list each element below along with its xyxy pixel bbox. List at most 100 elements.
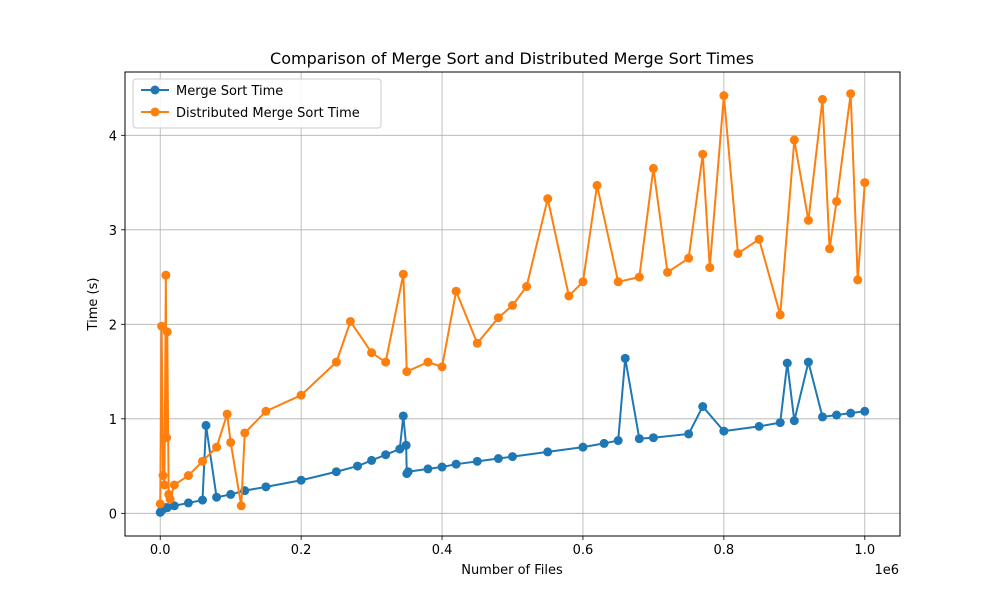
y-tick-label: 4 (109, 129, 117, 144)
x-tick-label: 0.6 (573, 543, 594, 558)
x-tick-label: 0.4 (432, 543, 453, 558)
distributed-merge-sort-point (157, 321, 167, 331)
distributed-merge-sort-point (698, 149, 708, 159)
merge-sort-point (403, 467, 413, 477)
x-axis-offset-label: 1e6 (874, 563, 899, 578)
merge-sort-point (578, 442, 588, 452)
legend-box (132, 78, 382, 129)
merge-sort-point (331, 467, 341, 477)
merge-sort-point (648, 433, 658, 443)
merge-sort-point (437, 462, 447, 472)
distributed-merge-sort-point (169, 480, 179, 490)
distributed-merge-sort-point (803, 215, 813, 225)
merge-sort-point (472, 456, 482, 466)
grid-layer (125, 72, 900, 536)
distributed-merge-sort-point (860, 178, 870, 188)
distributed-merge-sort-point (853, 275, 863, 285)
y-tick-label: 2 (109, 318, 117, 333)
distributed-merge-sort-point (648, 163, 658, 173)
distributed-merge-sort-point (613, 277, 623, 287)
merge-sort-point (613, 436, 623, 446)
distributed-merge-sort-point (423, 357, 433, 367)
tick-layer: 0.0 0.2 0.4 0.6 0.8 1.0 0 1 2 3 4 (109, 129, 875, 558)
merge-sort-point (698, 402, 708, 412)
distributed-merge-sort-point (367, 348, 377, 358)
legend-merge-label: Merge Sort Time (176, 84, 283, 99)
distributed-merge-sort-point (684, 253, 694, 263)
merge-sort-point (803, 357, 813, 367)
legend: Merge Sort Time Distributed Merge Sort T… (132, 78, 382, 129)
distributed-merge-sort-point (543, 194, 553, 204)
merge-sort-point (169, 501, 179, 511)
distributed-merge-sort-point (789, 135, 799, 145)
distributed-merge-sort-point (592, 180, 602, 190)
x-tick-label: 0.8 (714, 543, 735, 558)
x-tick-label: 0.0 (150, 543, 171, 558)
distributed-merge-sort-point (236, 501, 246, 511)
distributed-merge-sort-point (240, 428, 250, 438)
merge-sort-point (832, 410, 842, 420)
merge-sort-point (508, 452, 517, 462)
distributed-merge-sort-point (634, 272, 644, 282)
distributed-merge-sort-point (522, 282, 532, 292)
legend-merge-marker (150, 85, 160, 95)
merge-sort-point (423, 464, 433, 474)
x-tick-label: 1.0 (854, 543, 875, 558)
merge-sort-point (381, 450, 391, 460)
merge-sort-point (599, 438, 609, 448)
distributed-merge-sort-point (578, 277, 588, 287)
distributed-merge-sort-point (161, 270, 171, 280)
merge-sort-point (846, 408, 856, 418)
distributed-merge-sort-point (437, 362, 447, 372)
merge-sort-point (201, 420, 211, 430)
series-layer (155, 89, 870, 517)
distributed-merge-sort-point (158, 471, 168, 481)
merge-sort-point (493, 454, 503, 464)
y-tick-label: 1 (109, 413, 117, 428)
merge-sort-point (353, 461, 362, 471)
distributed-merge-sort-point (162, 327, 172, 337)
distributed-merge-sort-point (226, 437, 236, 447)
distributed-merge-sort-point (754, 234, 764, 244)
distributed-merge-sort-point (331, 357, 341, 367)
x-axis-label: Number of Files (461, 563, 563, 578)
distributed-merge-sort-point (508, 300, 517, 310)
distributed-merge-sort-point (183, 471, 193, 481)
merge-sort-point (775, 418, 785, 428)
merge-sort-point (367, 455, 377, 465)
distributed-merge-sort-point (402, 367, 412, 377)
distributed-merge-sort-point (719, 91, 729, 101)
distributed-merge-sort-point (451, 286, 461, 296)
distributed-merge-sort-point (155, 499, 165, 509)
merge-sort-point (860, 406, 870, 416)
merge-sort-point (183, 498, 193, 508)
distributed-merge-sort-point (825, 244, 835, 254)
merge-sort-point (261, 482, 271, 492)
distributed-merge-sort-point (296, 390, 306, 400)
distributed-merge-sort-point (381, 357, 391, 367)
y-tick-label: 3 (109, 224, 117, 239)
merge-sort-point (198, 495, 207, 505)
distributed-merge-sort-point (564, 291, 574, 301)
merge-sort-point (754, 421, 764, 431)
distributed-merge-sort-point (705, 263, 715, 273)
merge-sort-point (818, 412, 827, 422)
distributed-merge-sort-point (493, 313, 503, 323)
distributed-merge-sort-point (818, 94, 827, 104)
distributed-merge-sort-point (261, 406, 271, 416)
distributed-merge-sort-point (165, 494, 175, 504)
distributed-merge-sort-point (159, 480, 169, 490)
merge-sort-point (401, 440, 411, 450)
merge-sort-point (684, 429, 694, 439)
merge-sort-point (162, 503, 172, 513)
distributed-merge-sort-point (846, 89, 856, 99)
distributed-merge-sort-point (222, 409, 232, 419)
y-axis-label: Time (s) (86, 278, 101, 332)
chart-title: Comparison of Merge Sort and Distributed… (270, 49, 754, 68)
merge-sort-point (634, 434, 644, 444)
distributed-merge-sort-point (832, 196, 842, 206)
merge-sort-point (543, 447, 553, 457)
merge-sort-point (398, 411, 408, 421)
merge-sort-point (620, 353, 630, 363)
